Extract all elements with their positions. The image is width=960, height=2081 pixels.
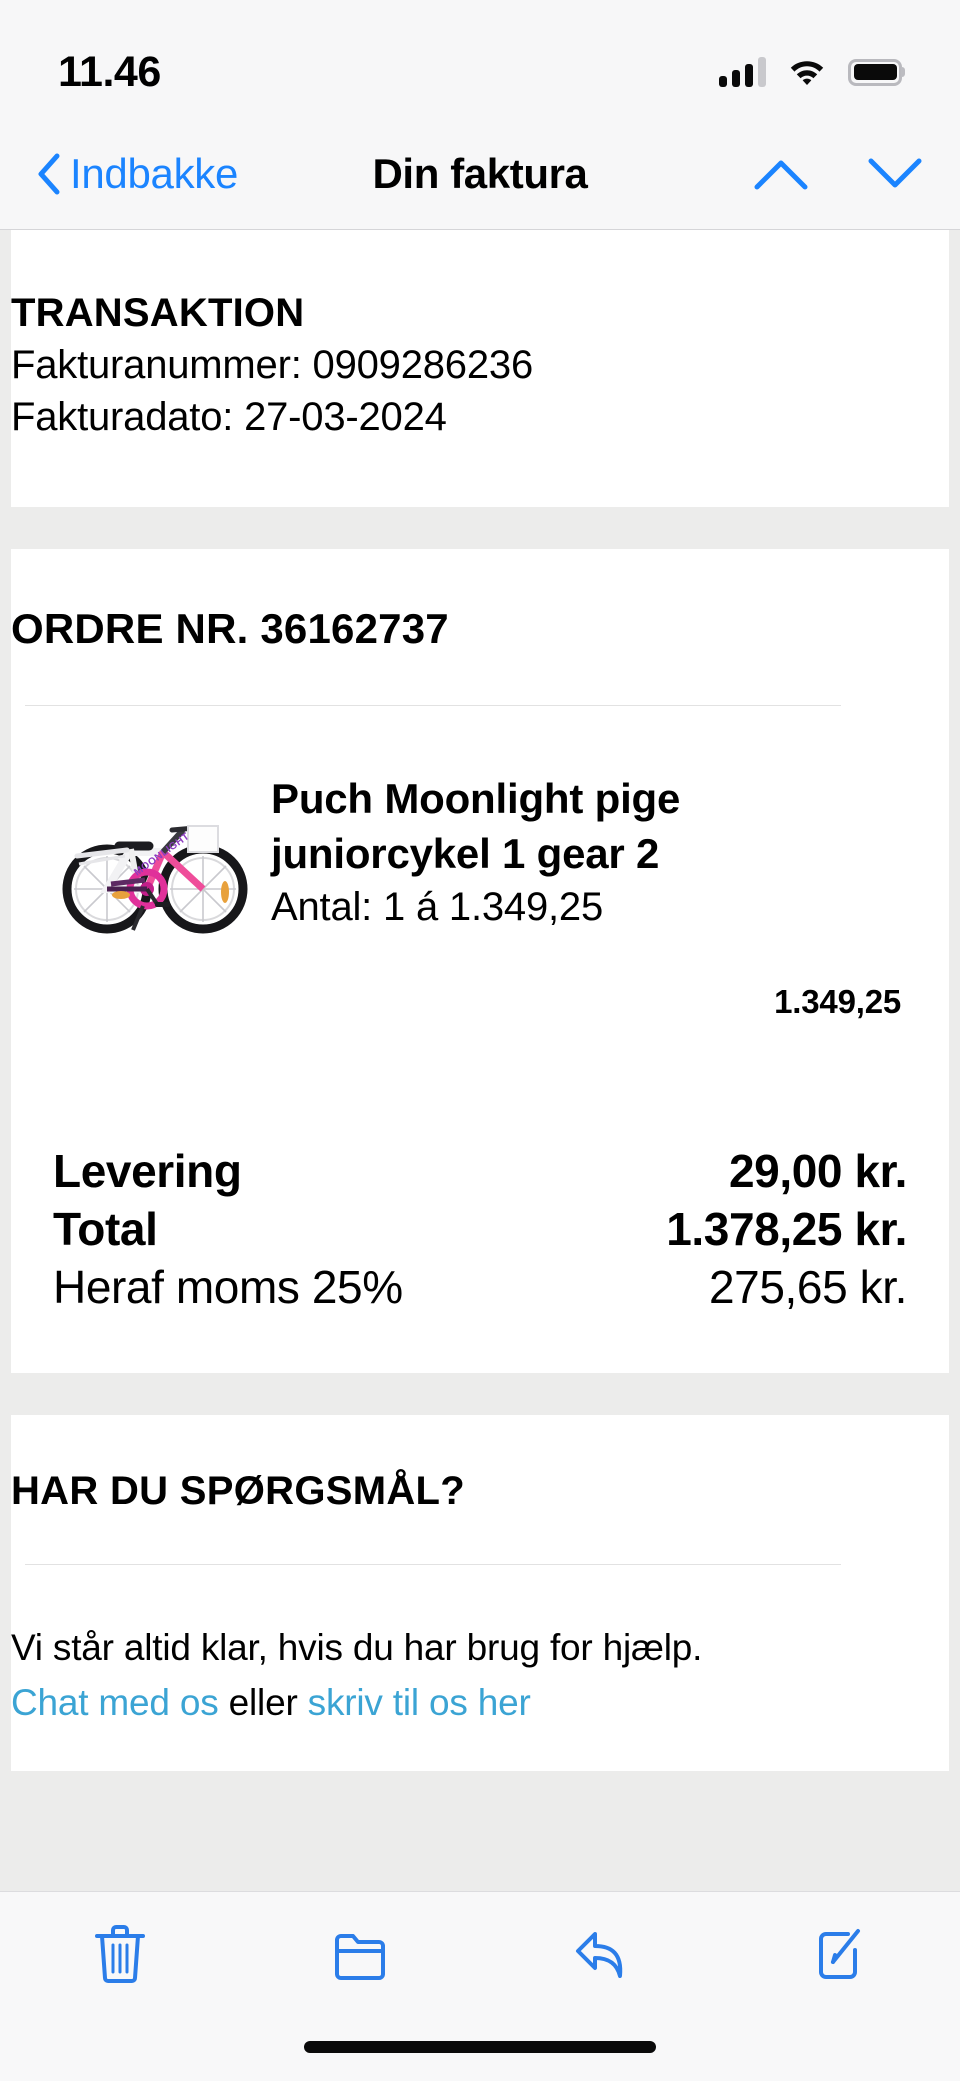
write-link[interactable]: skriv til os her xyxy=(307,1681,531,1723)
chat-link[interactable]: Chat med os xyxy=(11,1681,219,1723)
product-details: Puch Moonlight pige juniorcykel 1 gear 2… xyxy=(249,772,907,939)
help-conjunction: eller xyxy=(218,1681,308,1723)
move-to-folder-button[interactable] xyxy=(240,1892,480,2013)
total-row: Total 1.378,25 kr. xyxy=(53,1201,907,1259)
wifi-icon xyxy=(788,57,826,87)
home-indicator[interactable] xyxy=(304,2041,656,2053)
home-indicator-area xyxy=(0,2013,960,2081)
transaction-heading: TRANSAKTION xyxy=(11,291,305,335)
order-number-heading: ORDRE NR. 36162737 xyxy=(11,605,449,653)
total-value: 29,00 kr. xyxy=(728,1145,907,1198)
compose-button[interactable] xyxy=(720,1892,960,2013)
status-bar-indicators xyxy=(719,57,905,87)
order-divider xyxy=(25,705,841,707)
help-heading: HAR DU SPØRGSMÅL? xyxy=(11,1469,465,1514)
totals-block: Levering 29,00 kr. Total 1.378,25 kr. He… xyxy=(53,1021,907,1373)
invoice-number: Fakturanummer: 0909286236 xyxy=(11,343,533,388)
navigation-bar: Indbakke Din faktura xyxy=(0,118,960,230)
bicycle-product-image: MOONLIGHT xyxy=(59,794,249,939)
help-card: HAR DU SPØRGSMÅL? Vi står altid klar, hv… xyxy=(11,1415,949,1771)
invoice-date: Fakturadato: 27-03-2024 xyxy=(11,395,447,440)
status-bar: 11.46 xyxy=(0,0,960,118)
product-quantity: Antal: 1 á 1.349,25 xyxy=(271,885,604,930)
section-gap xyxy=(0,507,960,550)
transaction-card: TRANSAKTION Fakturanummer: 0909286236 Fa… xyxy=(11,230,949,508)
reply-arrow-icon xyxy=(576,1931,623,1978)
total-value: 275,65 kr. xyxy=(708,1261,907,1314)
email-body-scroll-area[interactable]: TRANSAKTION Fakturanummer: 0909286236 Fa… xyxy=(0,230,960,1891)
reply-button[interactable] xyxy=(480,1892,720,2013)
back-to-inbox-button[interactable]: Indbakke xyxy=(36,150,238,198)
total-value: 1.378,25 kr. xyxy=(666,1203,907,1256)
help-links-line: Chat med os eller skriv til os her xyxy=(11,1676,949,1731)
back-button-label: Indbakke xyxy=(70,149,239,197)
delete-button[interactable] xyxy=(0,1892,240,2013)
message-navigation-controls xyxy=(752,156,924,192)
chevron-left-icon xyxy=(38,153,60,194)
total-label: Levering xyxy=(53,1145,242,1198)
battery-icon xyxy=(848,58,905,86)
product-line-price: 1.349,25 xyxy=(774,983,901,1021)
order-card: ORDRE NR. 36162737 xyxy=(11,549,949,1374)
help-intro-text: Vi står altid klar, hvis du har brug for… xyxy=(11,1627,703,1669)
compose-icon xyxy=(819,1928,860,1979)
status-bar-time: 11.46 xyxy=(58,47,161,96)
folder-icon xyxy=(335,1933,385,1980)
section-gap xyxy=(0,1373,960,1416)
cellular-signal-icon xyxy=(719,57,766,87)
trash-icon xyxy=(95,1924,145,1983)
mail-action-toolbar xyxy=(0,1891,960,2013)
previous-message-button[interactable] xyxy=(752,156,810,192)
total-row: Heraf moms 25% 275,65 kr. xyxy=(53,1259,907,1317)
total-label: Total xyxy=(53,1203,158,1256)
next-message-button[interactable] xyxy=(866,156,924,192)
total-row: Levering 29,00 kr. xyxy=(53,1143,907,1201)
total-label: Heraf moms 25% xyxy=(53,1261,403,1314)
help-divider xyxy=(25,1564,841,1566)
product-name: Puch Moonlight pige juniorcykel 1 gear 2 xyxy=(271,775,681,877)
product-row: MOONLIGHT Puch Moonlight pige juniorcyke… xyxy=(53,706,907,939)
